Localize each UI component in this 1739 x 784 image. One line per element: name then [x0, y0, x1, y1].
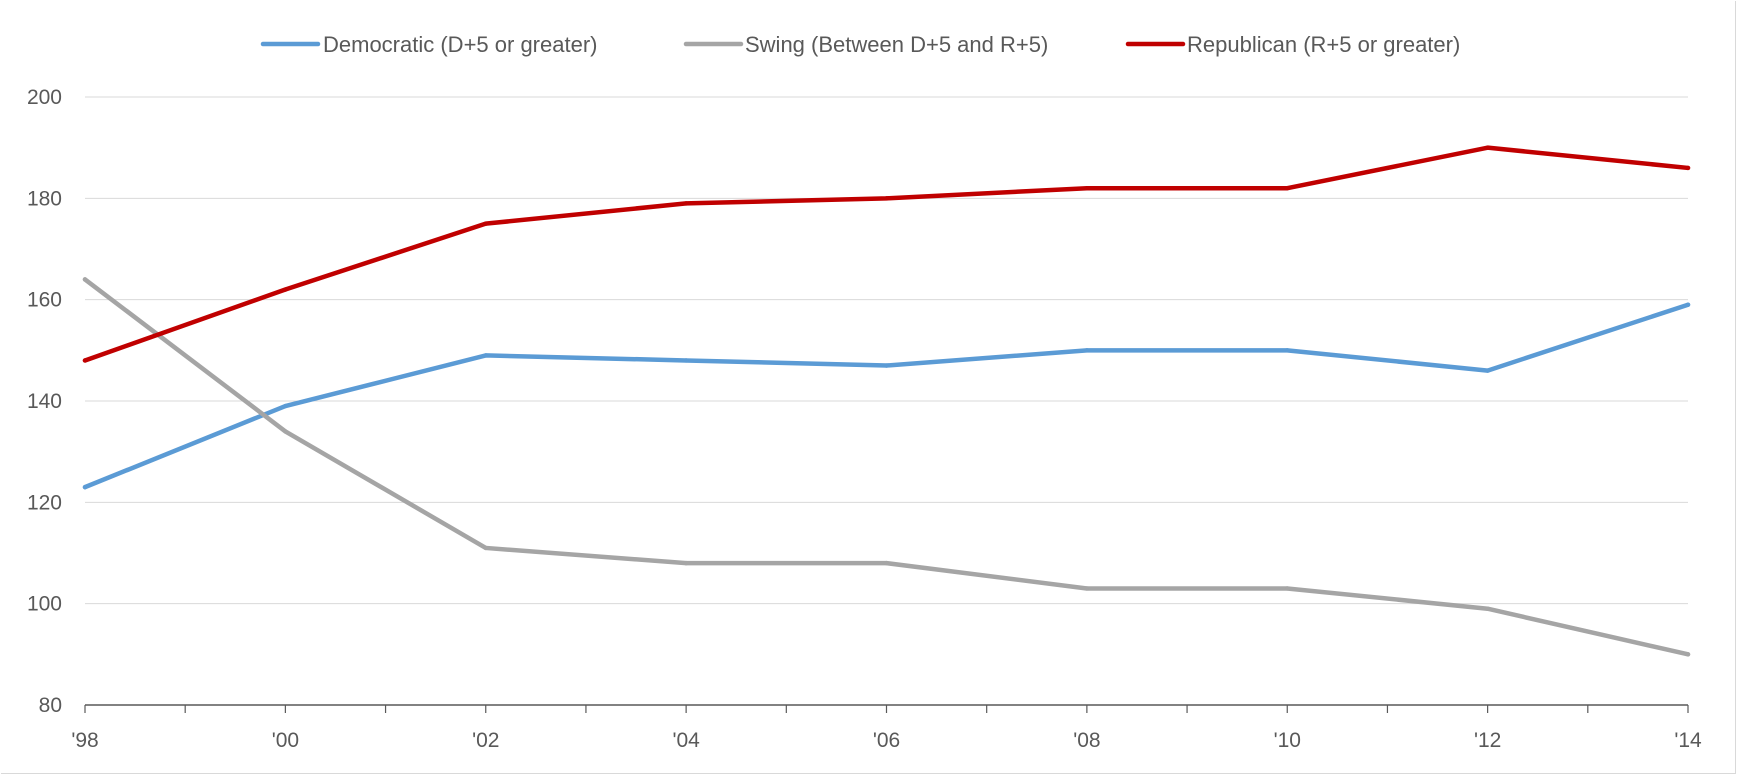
data-point	[683, 358, 689, 363]
legend-label: Republican (R+5 or greater)	[1187, 32, 1460, 57]
x-tick-label: '14	[1674, 729, 1702, 752]
data-point	[283, 287, 288, 292]
y-axis-labels: 80 100 120 140 160 180 200	[27, 86, 62, 717]
y-tick-label: 200	[27, 86, 62, 109]
data-point	[1685, 302, 1691, 307]
x-tick-label: '10	[1274, 729, 1301, 752]
data-point	[483, 545, 488, 551]
data-point	[1084, 586, 1090, 591]
data-point	[1285, 186, 1290, 191]
x-tick-label: '12	[1474, 729, 1501, 752]
data-point	[1685, 652, 1691, 657]
data-point	[483, 221, 488, 226]
legend-label: Swing (Between D+5 and R+5)	[745, 32, 1048, 57]
y-tick-label: 100	[27, 593, 62, 616]
data-point	[683, 201, 689, 206]
y-tick-label: 140	[27, 390, 62, 413]
y-tick-label: 180	[27, 187, 62, 210]
data-point	[884, 196, 889, 201]
data-point	[1285, 586, 1290, 591]
data-point	[1485, 368, 1490, 373]
y-tick-label: 120	[27, 491, 62, 514]
x-axis	[84, 704, 1689, 713]
legend-item: Democratic (D+5 or greater)	[260, 32, 597, 57]
data-point	[283, 403, 288, 409]
data-point	[483, 353, 488, 358]
data-point	[1285, 348, 1290, 353]
x-axis-labels: '98 '00 '02 '04 '06 '08 '10 '12 '14	[71, 729, 1702, 752]
series-3	[82, 145, 1691, 363]
x-tick-label: '00	[272, 729, 299, 752]
data-point	[1685, 165, 1691, 171]
data-point	[1084, 186, 1090, 191]
x-tick-label: '04	[672, 729, 700, 752]
data-point	[884, 560, 889, 566]
data-point	[283, 429, 288, 434]
x-tick-label: '06	[873, 729, 900, 752]
data-point	[82, 277, 88, 282]
data-point	[82, 358, 88, 363]
y-tick-label: 160	[27, 289, 62, 312]
data-point	[1485, 606, 1490, 611]
data-point	[1485, 145, 1490, 150]
data-point	[683, 560, 689, 566]
series-1	[82, 302, 1691, 490]
legend: Democratic (D+5 or greater) Swing (Betwee…	[260, 32, 1460, 57]
series-2	[82, 277, 1691, 657]
data-point	[1084, 348, 1090, 353]
legend-item: Republican (R+5 or greater)	[1125, 32, 1460, 57]
data-point	[884, 363, 889, 368]
legend-label: Democratic (D+5 or greater)	[323, 32, 597, 57]
data-point	[82, 484, 88, 490]
x-tick-label: '08	[1073, 729, 1100, 752]
legend-item: Swing (Between D+5 and R+5)	[683, 32, 1048, 57]
x-tick-label: '98	[71, 729, 98, 752]
y-tick-label: 80	[39, 694, 62, 717]
x-tick-label: '02	[472, 729, 499, 752]
